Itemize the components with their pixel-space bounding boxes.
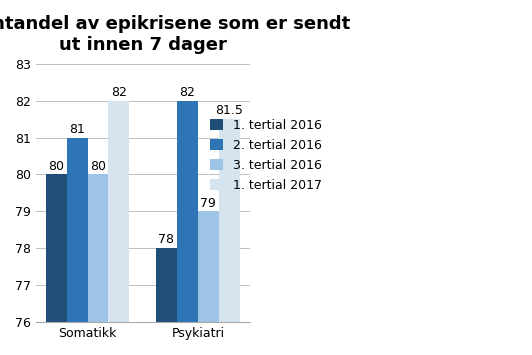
Text: 80: 80 [90,160,106,173]
Text: 79: 79 [201,197,217,209]
Bar [87,174,109,355]
Bar [198,211,219,355]
Bar [66,137,87,355]
Title: Prosentandel av epikrisene som er sendt
ut innen 7 dager: Prosentandel av epikrisene som er sendt … [0,15,351,54]
Text: 78: 78 [159,234,174,246]
Text: 82: 82 [111,86,127,99]
Text: 82: 82 [179,86,195,99]
Bar [219,119,240,355]
Text: 81: 81 [69,123,85,136]
Bar [109,100,129,355]
Bar [177,100,198,355]
Legend: 1. tertial 2016, 2. tertial 2016, 3. tertial 2016, 1. tertial 2017: 1. tertial 2016, 2. tertial 2016, 3. ter… [208,116,325,194]
Bar [46,174,66,355]
Text: 81.5: 81.5 [215,104,243,117]
Text: 80: 80 [48,160,64,173]
Bar [156,248,177,355]
